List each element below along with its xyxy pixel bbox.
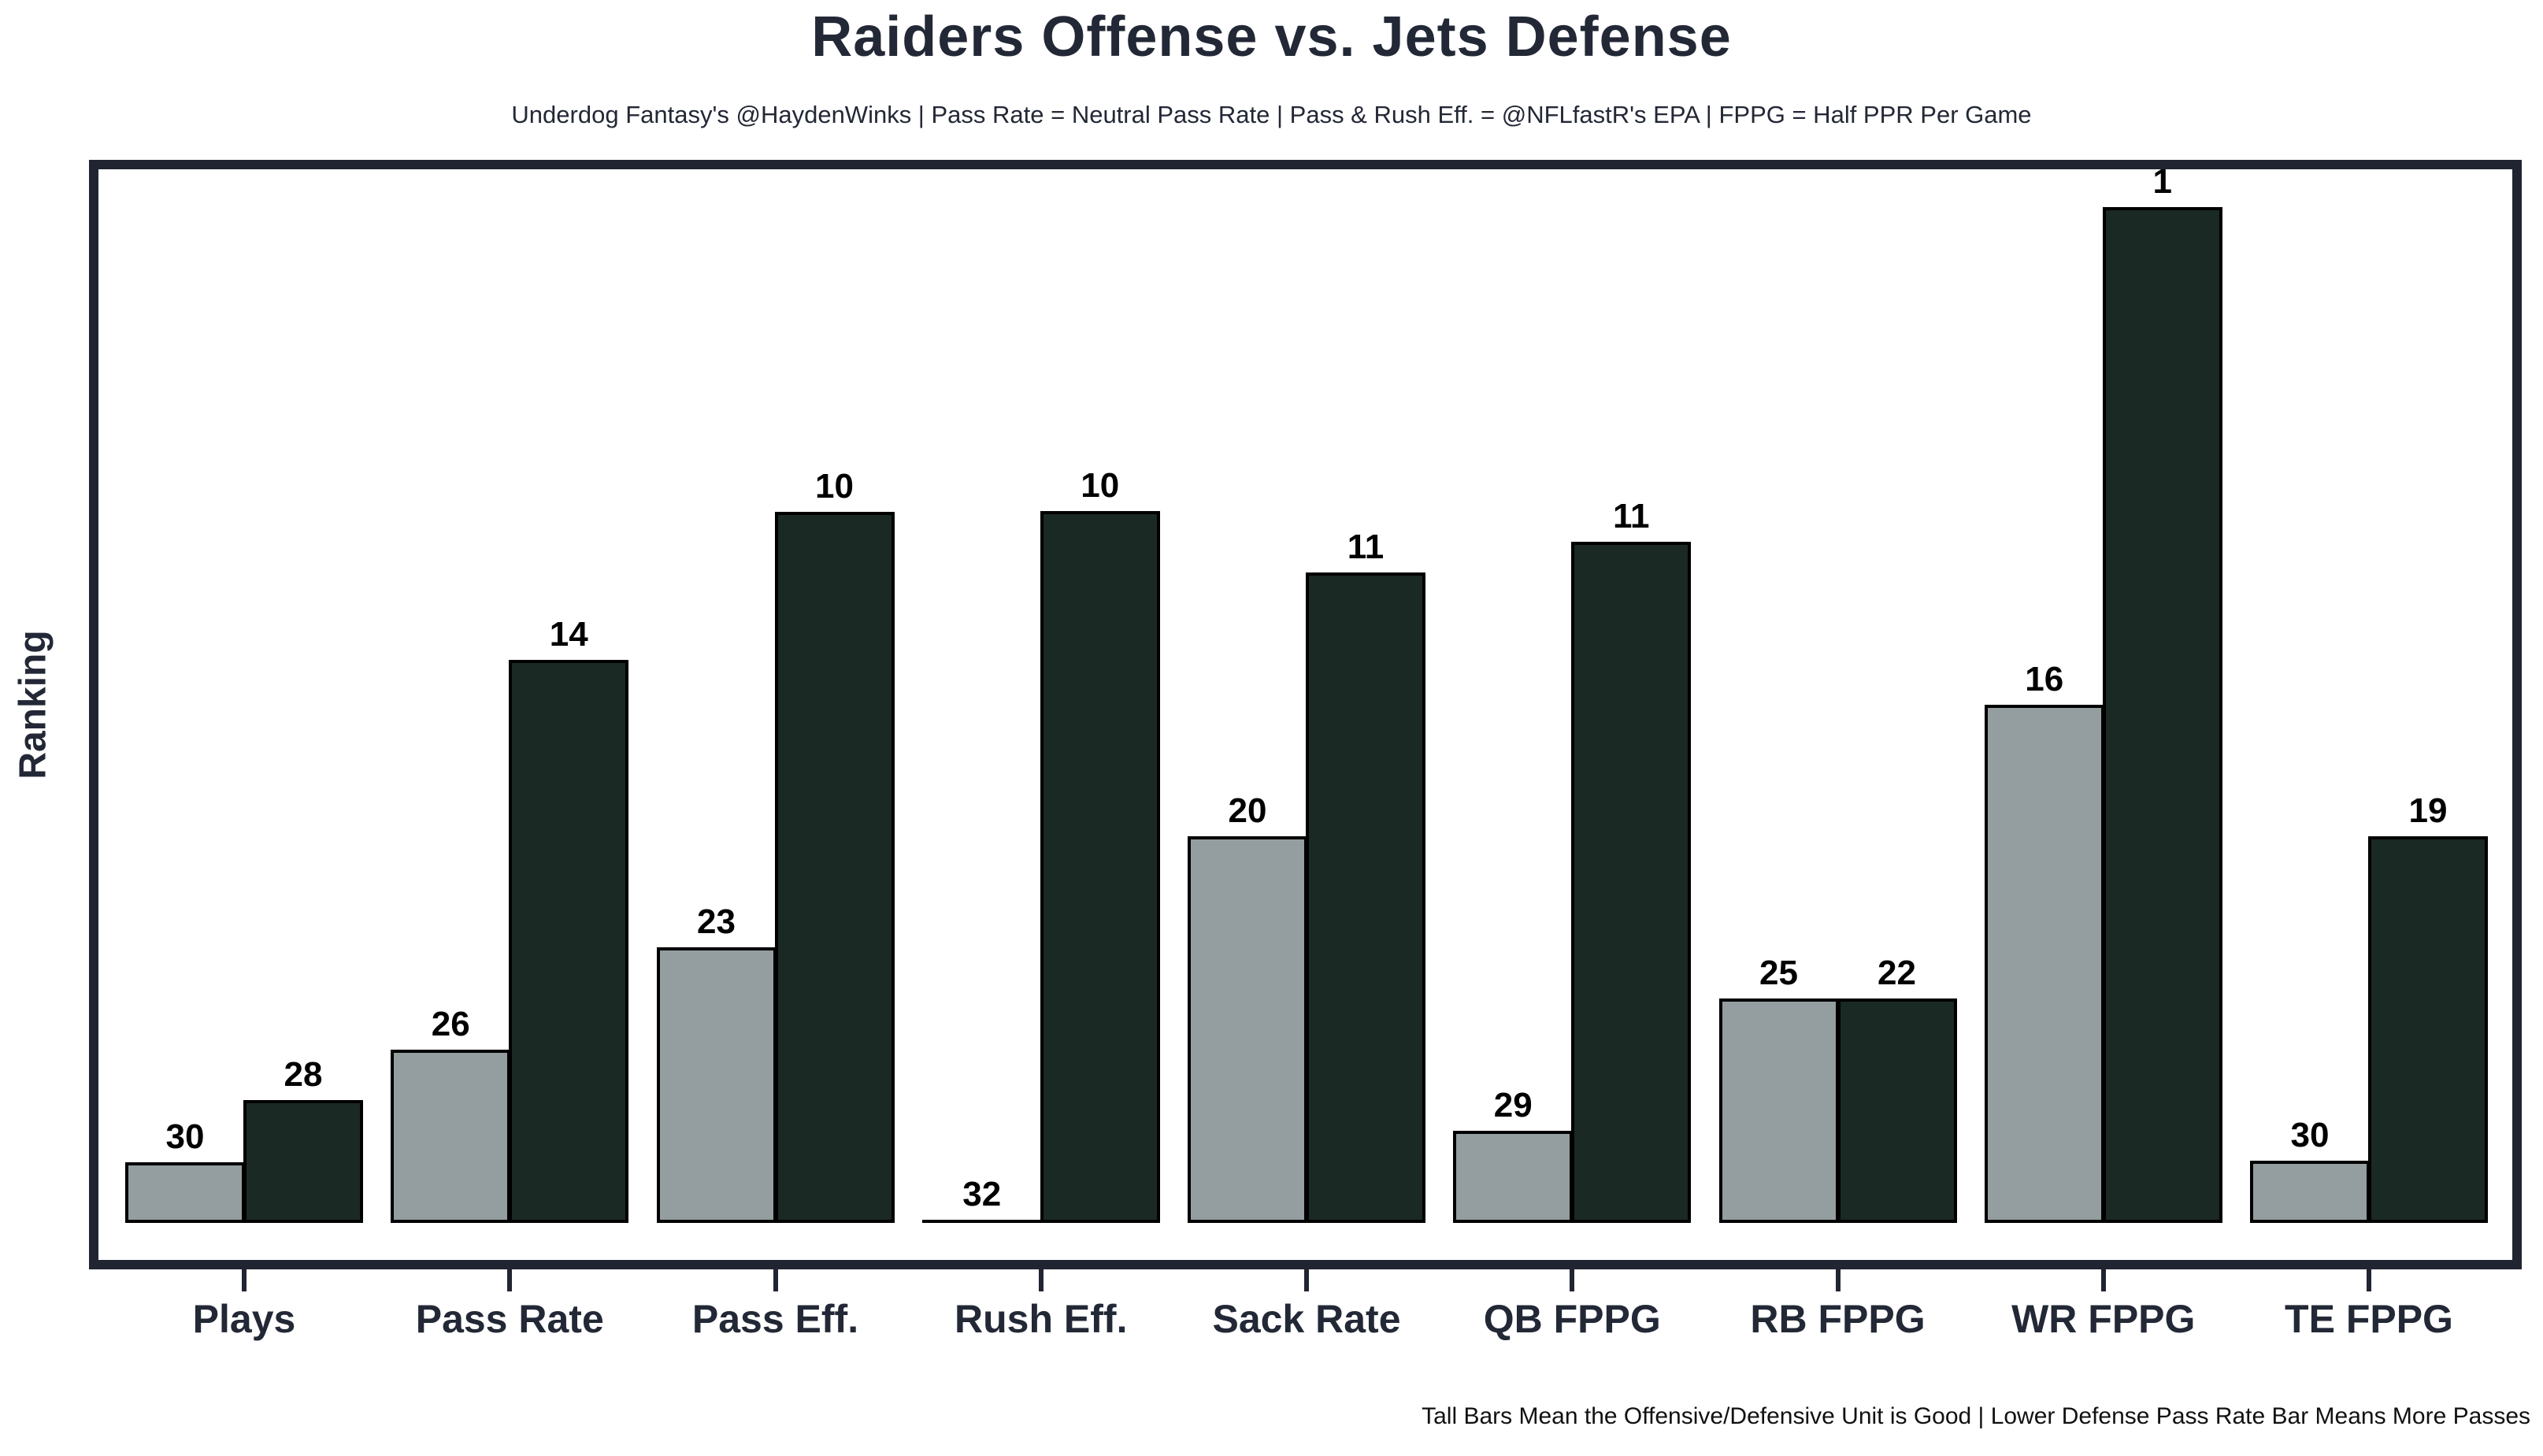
bar-value-offense-rush-eff: 32 [962,1175,1002,1213]
bar-value-offense-plays: 30 [165,1117,205,1156]
bar-defense-rb-fppg [1837,998,1957,1223]
bar-value-defense-qb-fppg: 11 [1612,497,1650,535]
bar-value-offense-wr-fppg: 16 [2025,660,2064,698]
x-tick-rb-fppg [1835,1269,1841,1291]
footer-note: Tall Bars Mean the Offensive/Defensive U… [1422,1403,2530,1429]
category-label-plays: Plays [192,1297,296,1341]
bar-offense-pass-eff [656,947,777,1223]
bar-value-offense-pass-rate: 26 [431,1005,470,1043]
bar-offense-pass-rate [391,1050,511,1223]
bar-defense-rush-eff [1040,511,1160,1223]
x-tick-pass-rate [507,1269,513,1291]
bar-value-offense-te-fppg: 30 [2290,1116,2330,1154]
bar-value-offense-sack-rate: 20 [1228,791,1267,830]
category-label-rb-fppg: RB FPPG [1750,1297,1926,1341]
bar-defense-pass-eff [774,512,895,1223]
bar-offense-te-fppg [2250,1161,2370,1223]
bar-value-defense-rb-fppg: 22 [1878,954,1916,992]
bar-value-offense-qb-fppg: 29 [1493,1086,1533,1124]
y-axis-label: Ranking [12,630,54,780]
bar-value-offense-rb-fppg: 25 [1759,954,1798,992]
chart-title: Raiders Offense vs. Jets Defense [811,6,1732,69]
bar-value-offense-pass-eff: 23 [697,902,736,941]
bar-offense-rb-fppg [1718,998,1839,1223]
bar-defense-pass-rate [509,660,629,1223]
x-tick-rush-eff [1038,1269,1044,1291]
x-tick-te-fppg [2367,1269,2371,1291]
category-label-te-fppg: TE FPPG [2285,1297,2453,1341]
x-tick-qb-fppg [1570,1269,1575,1291]
x-tick-pass-eff [773,1269,778,1291]
category-label-qb-fppg: QB FPPG [1483,1297,1661,1341]
x-tick-sack-rate [1304,1269,1309,1291]
bar-offense-qb-fppg [1453,1131,1574,1223]
bar-defense-wr-fppg [2102,207,2222,1223]
bar-defense-sack-rate [1306,572,1425,1223]
bar-value-defense-wr-fppg: 1 [2152,162,2172,201]
chart-subtitle: Underdog Fantasy's @HaydenWinks | Pass R… [511,101,2032,128]
bar-offense-sack-rate [1188,836,1307,1223]
bar-offense-rush-eff [921,1220,1042,1223]
category-label-pass-eff: Pass Eff. [691,1297,859,1341]
bar-offense-wr-fppg [1984,705,2104,1223]
x-tick-wr-fppg [2100,1269,2106,1291]
bar-value-defense-pass-rate: 14 [549,615,588,654]
bar-defense-te-fppg [2368,836,2488,1223]
x-tick-plays [242,1269,247,1291]
category-label-sack-rate: Sack Rate [1212,1297,1401,1341]
bar-value-defense-rush-eff: 10 [1081,466,1120,505]
bar-offense-plays [125,1162,245,1223]
bar-defense-qb-fppg [1571,542,1692,1223]
bar-value-defense-te-fppg: 19 [2408,791,2448,830]
category-label-wr-fppg: WR FPPG [2011,1297,2196,1341]
bar-value-defense-plays: 28 [284,1055,323,1094]
bar-defense-plays [243,1100,363,1223]
category-label-rush-eff: Rush Eff. [955,1297,1128,1341]
plot-frame [89,160,2522,1269]
bar-value-defense-pass-eff: 10 [815,467,854,506]
bar-value-defense-sack-rate: 11 [1347,528,1385,566]
category-label-pass-rate: Pass Rate [415,1297,604,1341]
